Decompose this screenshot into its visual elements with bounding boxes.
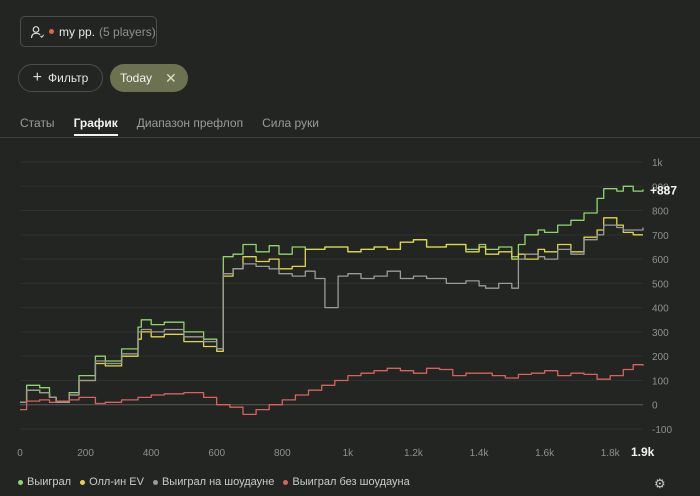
legend-item-non-showdown[interactable]: Выиграл без шоудауна (283, 476, 410, 488)
gear-icon[interactable]: ⚙ (654, 476, 666, 491)
legend-label: Выиграл без шоудауна (292, 476, 410, 488)
x-tick-label: 1.6k (535, 448, 555, 459)
x-tick-label: 1.2k (404, 448, 424, 459)
y-tick-label: 900 (652, 182, 669, 193)
tab-hand-strength[interactable]: Сила руки (262, 116, 319, 130)
y-tick-label: -100 (652, 425, 672, 436)
tab-graph[interactable]: График (73, 116, 118, 136)
add-filter-button[interactable]: + Фильтр (18, 64, 103, 92)
x-tick-label: 200 (77, 448, 94, 459)
legend-label: Олл-ин EV (89, 476, 144, 488)
x-axis-end-label: 1.9k (631, 445, 655, 459)
end-value-label: +887 (650, 183, 677, 197)
y-tick-label: 700 (652, 231, 669, 242)
y-tick-label: 0 (652, 401, 658, 412)
legend-label: Выиграл (27, 476, 72, 488)
y-tick-label: 300 (652, 328, 669, 339)
tab-bar: Статы График Диапазон префлоп Сила руки (20, 116, 338, 136)
winnings-chart: 1k 900 800 700 600 500 400 300 200 100 0 -100 0 200 40… (17, 158, 677, 459)
player-count: (5 players) (99, 24, 156, 39)
x-tick-label: 1.4k (470, 448, 490, 459)
player-name: my pp. (59, 24, 96, 39)
user-icon (30, 25, 44, 38)
x-tick-label: 400 (143, 448, 160, 459)
y-tick-label: 500 (652, 279, 669, 290)
x-tick-label: 800 (274, 448, 291, 459)
filter-chip-today[interactable]: Today ✕ (110, 64, 188, 92)
series-line-0 (20, 185, 644, 403)
tabs-divider (0, 137, 700, 138)
tab-preflop-range[interactable]: Диапазон префлоп (136, 116, 244, 130)
legend-swatch (80, 479, 86, 485)
legend-item-won[interactable]: Выиграл (18, 476, 71, 488)
legend-item-allin-ev[interactable]: Олл-ин EV (80, 476, 144, 488)
y-tick-label: 400 (652, 304, 669, 315)
y-tick-label: 1k (652, 158, 664, 169)
close-icon[interactable]: ✕ (165, 69, 177, 86)
y-tick-label: 600 (652, 255, 669, 266)
legend-item-showdown[interactable]: Выиграл на шоудауне (152, 476, 275, 488)
y-tick-label: 200 (652, 352, 669, 363)
status-dot (49, 29, 54, 34)
x-tick-label: 1.8k (601, 448, 621, 459)
x-tick-label: 1k (343, 448, 355, 459)
series-line-3 (20, 364, 644, 416)
legend-swatch (283, 479, 289, 485)
add-filter-label: Фильтр (48, 71, 89, 85)
y-tick-label: 100 (652, 376, 669, 387)
plus-icon: + (32, 69, 43, 86)
chart-legend: Выиграл Олл-ин EV Выиграл на шоудауне Вы… (18, 476, 410, 488)
player-selector[interactable]: my pp. (5 players) (20, 16, 157, 47)
x-tick-label: 600 (208, 448, 225, 459)
legend-label: Выиграл на шоудауне (161, 476, 275, 488)
legend-swatch (18, 479, 23, 485)
filter-chip-label: Today (120, 71, 153, 85)
y-tick-label: 800 (652, 207, 669, 218)
tab-stats[interactable]: Статы (20, 116, 55, 130)
legend-swatch (152, 479, 158, 485)
x-tick-label: 0 (17, 448, 23, 459)
series-line-1 (20, 217, 643, 403)
series-line-2 (20, 224, 644, 403)
